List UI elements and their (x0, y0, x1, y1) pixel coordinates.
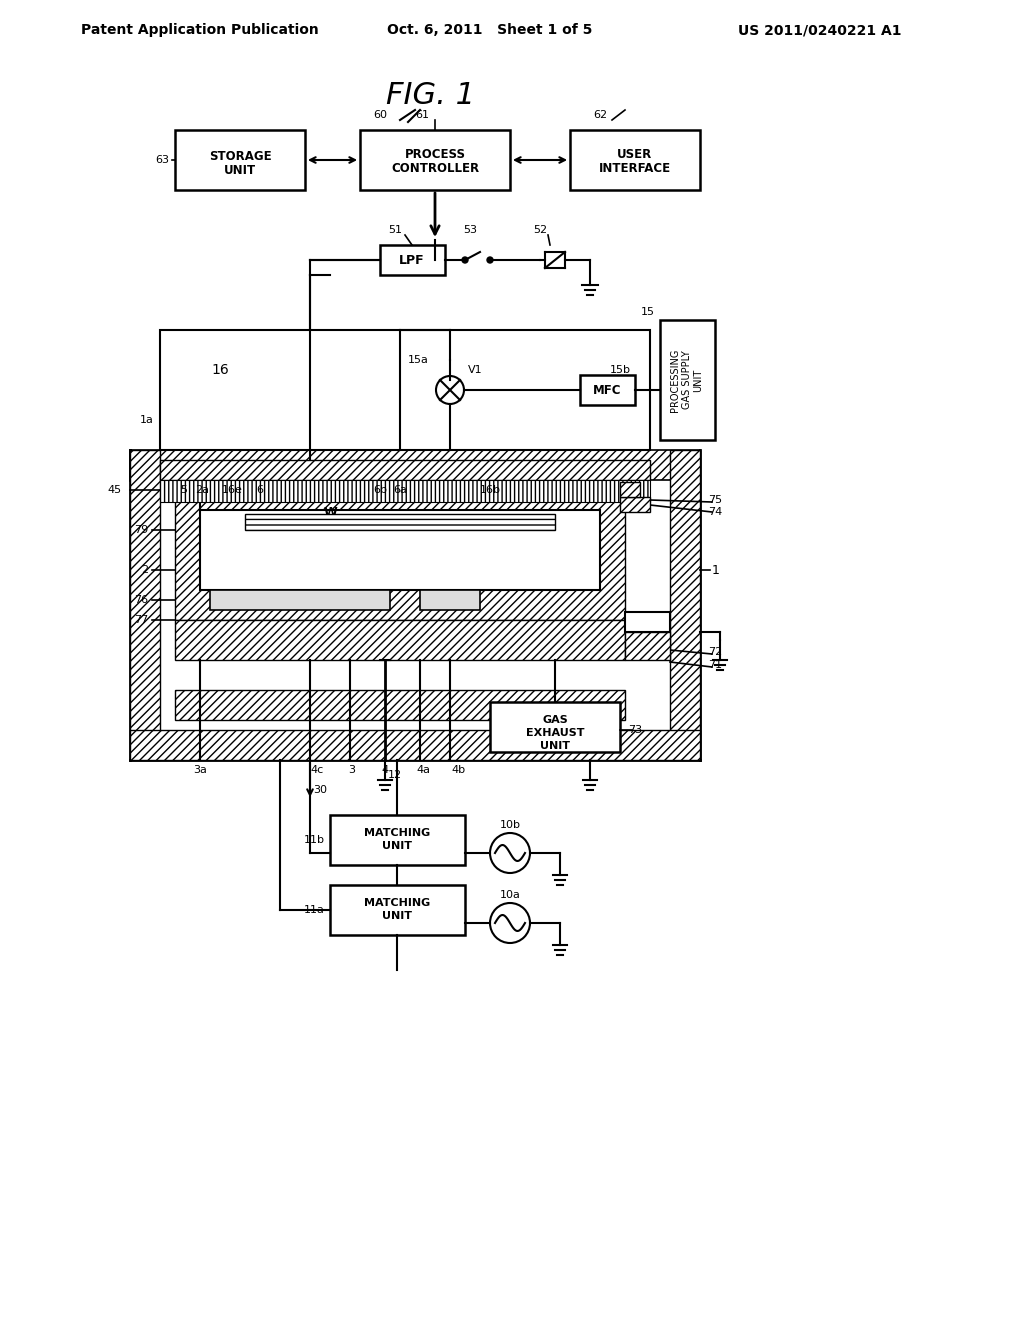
Text: 30: 30 (313, 785, 327, 795)
Text: 16f: 16f (353, 490, 371, 500)
Text: UNIT: UNIT (382, 841, 412, 851)
Text: 16b: 16b (479, 484, 501, 495)
Text: 10a: 10a (500, 890, 520, 900)
Bar (210, 590, 390, 610)
Bar (130, 730, 700, 760)
Text: 15a: 15a (408, 355, 428, 366)
Text: W: W (324, 506, 337, 519)
Text: 45: 45 (108, 484, 122, 495)
Circle shape (487, 257, 493, 263)
Text: Oct. 6, 2011   Sheet 1 of 5: Oct. 6, 2011 Sheet 1 of 5 (387, 22, 593, 37)
Text: US 2011/0240221 A1: US 2011/0240221 A1 (738, 22, 902, 37)
Text: MFC: MFC (593, 384, 622, 396)
Bar (175, 129, 305, 190)
Text: 16: 16 (211, 363, 229, 378)
Bar (620, 498, 650, 512)
Text: LPF: LPF (399, 253, 425, 267)
Bar (160, 480, 650, 502)
Text: EXHAUST: EXHAUST (525, 729, 585, 738)
Bar (625, 632, 670, 660)
Text: 63: 63 (155, 154, 169, 165)
Bar (160, 459, 650, 480)
Bar (360, 129, 510, 190)
Text: 15: 15 (641, 308, 655, 317)
Bar (420, 590, 480, 610)
Text: 71: 71 (708, 660, 722, 671)
Text: MATCHING: MATCHING (364, 898, 430, 908)
Text: 77: 77 (134, 615, 148, 624)
Text: 3a: 3a (194, 766, 207, 775)
Bar (330, 884, 465, 935)
Text: 61: 61 (415, 110, 429, 120)
Text: 10b: 10b (500, 820, 520, 830)
Text: UNIT: UNIT (224, 164, 256, 177)
Text: STORAGE: STORAGE (209, 150, 271, 164)
Bar (175, 620, 625, 660)
Text: 2: 2 (141, 565, 148, 576)
Text: USER: USER (617, 149, 652, 161)
Text: 4b: 4b (451, 766, 465, 775)
Bar (160, 330, 650, 450)
Bar (330, 814, 465, 865)
Text: 11a: 11a (304, 906, 325, 915)
Circle shape (462, 257, 468, 263)
Text: Patent Application Publication: Patent Application Publication (81, 22, 318, 37)
Bar (175, 690, 625, 719)
Text: 12: 12 (388, 770, 402, 780)
Text: INTERFACE: INTERFACE (599, 161, 671, 174)
Bar (670, 450, 700, 760)
Text: CONTROLLER: CONTROLLER (391, 161, 479, 174)
Text: 15b: 15b (609, 366, 631, 375)
Text: 62: 62 (593, 110, 607, 120)
Bar (620, 482, 640, 498)
Text: 75: 75 (708, 495, 722, 506)
Text: 3: 3 (348, 766, 355, 775)
Text: V1: V1 (468, 366, 482, 375)
Text: 52: 52 (532, 224, 547, 235)
Text: 1: 1 (712, 564, 720, 577)
Text: 79: 79 (134, 525, 148, 535)
Bar (660, 319, 715, 440)
Text: 2a: 2a (195, 484, 209, 495)
Text: 73: 73 (628, 725, 642, 735)
Text: 11b: 11b (304, 836, 325, 845)
Text: FIG. 1: FIG. 1 (385, 81, 474, 110)
Text: GAS: GAS (542, 715, 568, 725)
Bar (625, 612, 670, 632)
Text: 16a: 16a (429, 490, 451, 500)
Bar (200, 510, 600, 590)
Bar (175, 500, 625, 620)
Text: 16e: 16e (222, 484, 243, 495)
Bar (570, 129, 700, 190)
Text: UNIT: UNIT (382, 911, 412, 921)
Text: MATCHING: MATCHING (364, 828, 430, 838)
Text: 53: 53 (463, 224, 477, 235)
Text: 6: 6 (256, 484, 263, 495)
Text: 60: 60 (373, 110, 387, 120)
Text: 5: 5 (180, 484, 187, 495)
Text: 6a: 6a (393, 484, 407, 495)
Text: 76: 76 (134, 595, 148, 605)
Text: UNIT: UNIT (540, 741, 570, 751)
Text: PROCESS: PROCESS (404, 149, 466, 161)
Text: 4: 4 (381, 766, 388, 775)
Bar (130, 450, 700, 480)
Text: 16d: 16d (274, 490, 296, 500)
Bar (380, 246, 445, 275)
Text: 51: 51 (388, 224, 402, 235)
Text: 74: 74 (708, 507, 722, 517)
Text: 16c: 16c (315, 490, 335, 500)
Bar (245, 513, 555, 531)
Bar (490, 702, 620, 752)
Text: 6b: 6b (373, 484, 387, 495)
Text: 72: 72 (708, 647, 722, 657)
Text: 1a: 1a (140, 414, 154, 425)
Text: 4c: 4c (310, 766, 324, 775)
Text: 4a: 4a (416, 766, 430, 775)
Bar (130, 450, 160, 760)
Bar (580, 375, 635, 405)
Text: PROCESSING
GAS SUPPLY
UNIT: PROCESSING GAS SUPPLY UNIT (671, 348, 703, 412)
